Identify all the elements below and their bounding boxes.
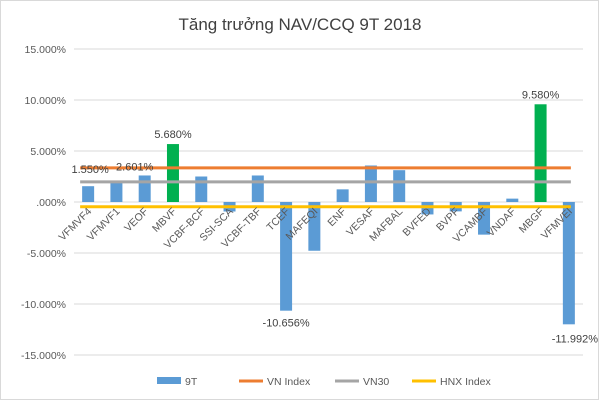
data-label: 2.601% [116, 161, 154, 173]
bar-vfmvf4 [82, 186, 95, 202]
data-label: 5.680% [154, 129, 192, 141]
y-tick-label: -10.000% [21, 299, 66, 311]
legend-label: HNX Index [440, 376, 492, 388]
bar-mbgf [534, 104, 547, 202]
bar-vcambf [478, 202, 491, 235]
bar-enf [336, 189, 349, 202]
y-tick-label: -5.000% [27, 248, 66, 260]
data-label: -10.656% [263, 318, 310, 330]
y-tick-label: .000% [36, 197, 66, 209]
bar-vcbf-tbf [251, 175, 264, 202]
legend-label: VN Index [267, 376, 311, 388]
legend-label: VN30 [363, 376, 389, 388]
bar-mafbal [393, 170, 406, 202]
y-tick-label: 10.000% [25, 95, 66, 107]
bar-veof [138, 175, 151, 202]
y-tick-label: -15.000% [21, 350, 66, 362]
bar-mbvf [166, 144, 179, 202]
y-tick-label: 15.000% [25, 44, 66, 56]
legend-swatch [157, 377, 181, 384]
bar-tcef [280, 202, 293, 311]
bar-vcbf-bcf [195, 176, 208, 202]
data-label: -11.992% [552, 333, 598, 345]
bar-vndaf [506, 198, 519, 202]
bar-vesaf [364, 165, 377, 202]
bar-vfmvf1 [110, 182, 123, 202]
y-tick-label: 5.000% [30, 146, 66, 158]
chart-title: Tăng trưởng NAV/CCQ 9T 2018 [178, 15, 421, 34]
bar-vfmvei [562, 202, 575, 325]
legend-label: 9T [185, 376, 198, 388]
data-label: 9.580% [522, 89, 560, 101]
bar-mafeqi [308, 202, 321, 251]
data-label: 1.550% [71, 164, 109, 176]
